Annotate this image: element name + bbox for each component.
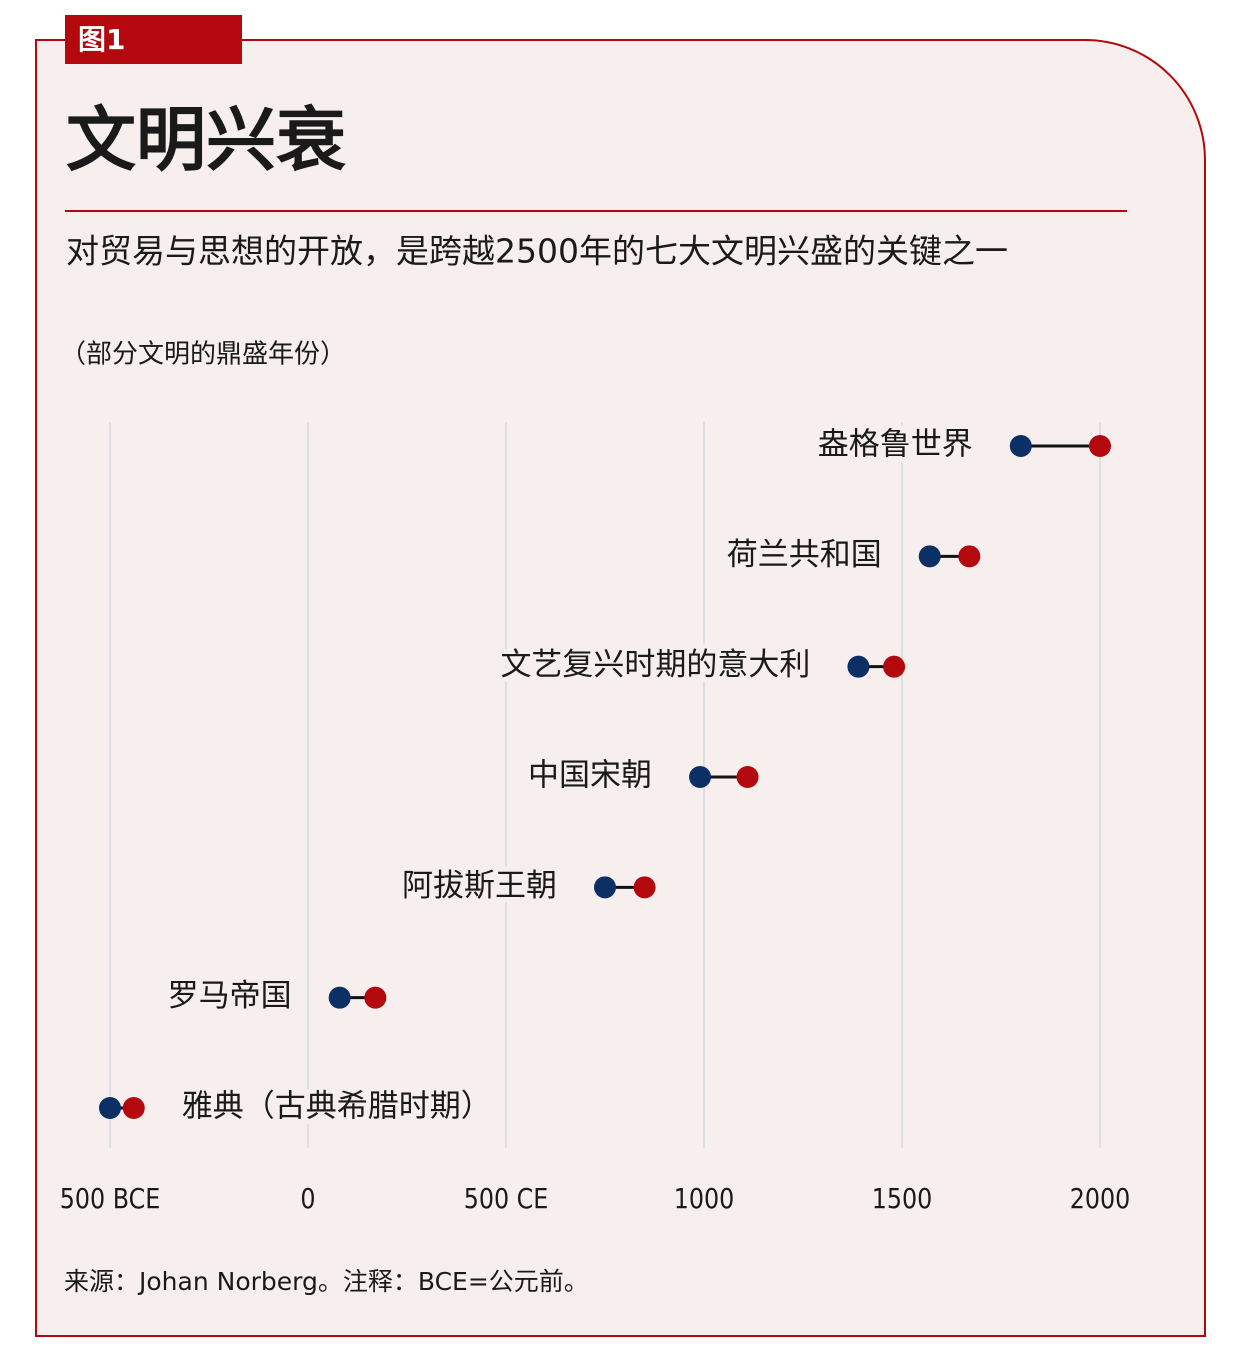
category-label: 雅典（古典希腊时期）: [182, 1089, 492, 1125]
panel: [35, 39, 1206, 1337]
x-tick-label: 0: [300, 1183, 315, 1215]
end-dot: [736, 766, 759, 788]
end-dot: [122, 1097, 145, 1119]
start-dot: [328, 986, 351, 1009]
badge-text: 图1: [78, 23, 125, 56]
category-label: 盎格鲁世界: [818, 427, 973, 463]
category-label: 荷兰共和国: [727, 537, 882, 573]
start-dot: [594, 876, 616, 899]
category-label: 文艺复兴时期的意大利: [500, 647, 810, 683]
category-label: 中国宋朝: [528, 758, 652, 794]
end-dot: [633, 876, 656, 899]
axis-note: （部分文明的鼎盛年份）: [60, 340, 346, 370]
start-dot: [689, 766, 712, 788]
x-tick-label: 500 CE: [464, 1183, 549, 1215]
start-dot: [847, 655, 870, 678]
badge: [65, 15, 242, 64]
x-tick-label: 2000: [1070, 1183, 1131, 1215]
x-tick-label: 1500: [872, 1183, 933, 1215]
category-label: 罗马帝国: [168, 978, 292, 1014]
start-dot: [918, 545, 941, 568]
subtitle: 对贸易与思想的开放，是跨越2500年的七大文明兴盛的关键之一: [66, 232, 1008, 271]
start-dot: [99, 1097, 121, 1119]
end-dot: [364, 986, 387, 1009]
category-label: 阿拔斯王朝: [402, 868, 557, 904]
start-dot: [1009, 435, 1032, 457]
source-note: 来源：Johan Norberg。注释：BCE=公元前。: [64, 1267, 589, 1296]
end-dot: [958, 545, 981, 568]
chart-title: 文明兴衰: [66, 99, 346, 181]
end-dot: [1089, 435, 1111, 457]
x-tick-label: 500 BCE: [60, 1183, 161, 1215]
end-dot: [883, 655, 906, 678]
x-tick-label: 1000: [674, 1183, 735, 1215]
